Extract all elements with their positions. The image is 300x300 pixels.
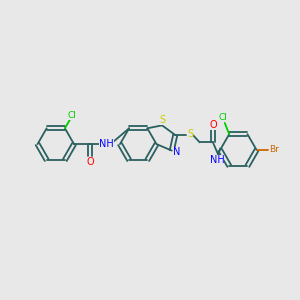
Text: S: S [159, 116, 165, 125]
Text: NH: NH [99, 139, 114, 149]
Text: O: O [209, 120, 217, 130]
Text: Cl: Cl [219, 113, 228, 122]
Text: N: N [172, 147, 180, 157]
Text: S: S [187, 129, 193, 140]
Text: O: O [86, 157, 94, 167]
Text: Br: Br [269, 146, 279, 154]
Text: Cl: Cl [67, 111, 76, 120]
Text: NH: NH [210, 155, 224, 165]
